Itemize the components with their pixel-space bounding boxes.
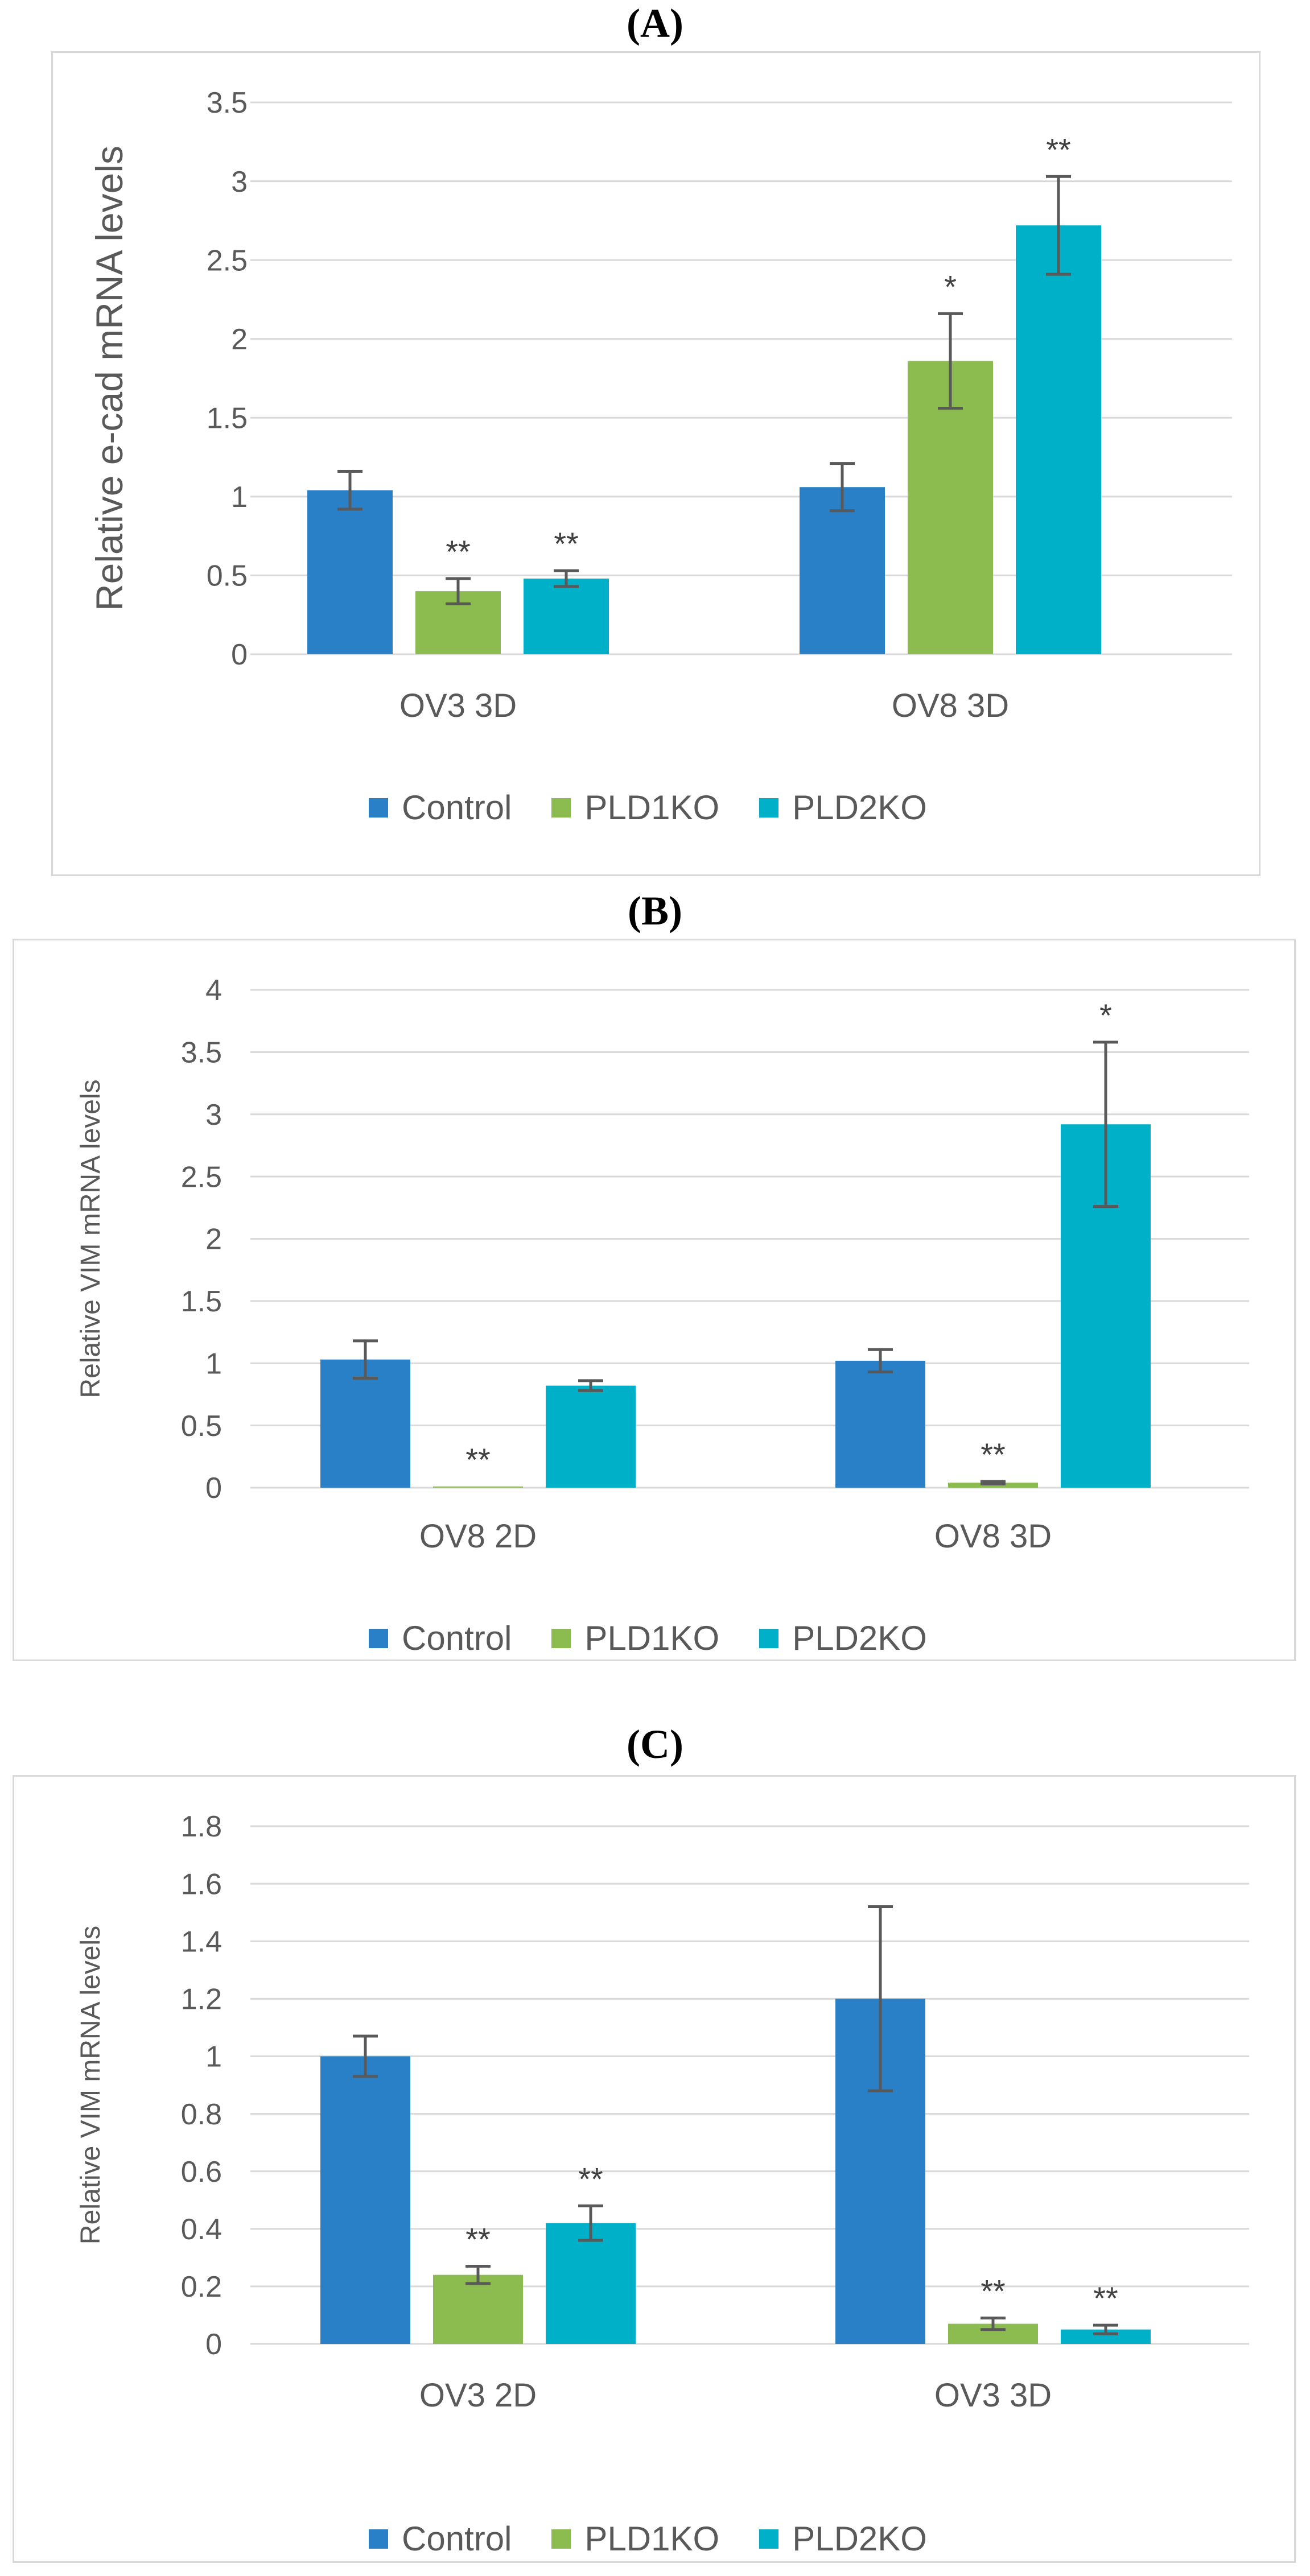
y-tick-label: 1 xyxy=(231,481,248,514)
y-tick-label: 1.5 xyxy=(181,1285,222,1318)
significance-marker: ** xyxy=(578,2161,603,2197)
y-tick-label: 3 xyxy=(231,166,248,199)
significance-marker: ** xyxy=(465,1442,491,1477)
y-tick-label: 2 xyxy=(231,323,248,356)
legend-swatch-control xyxy=(369,2529,388,2549)
y-tick-label: 1 xyxy=(205,2041,222,2074)
y-tick-label: 0.6 xyxy=(181,2156,222,2189)
legend-item-pld1ko: PLD1KO xyxy=(551,1619,719,1658)
bar-control xyxy=(307,490,393,654)
legend-b: Control PLD1KO PLD2KO xyxy=(369,1619,927,1658)
legend-item-pld2ko: PLD2KO xyxy=(759,2519,927,2558)
y-tick-label: 0 xyxy=(205,2328,222,2361)
y-tick-label: 0 xyxy=(205,1472,222,1505)
legend-item-pld1ko: PLD1KO xyxy=(551,2519,719,2558)
legend-label-control: Control xyxy=(402,789,512,827)
significance-marker: ** xyxy=(981,1436,1006,1472)
panel-title-c: (C) xyxy=(627,1722,683,1767)
legend-swatch-pld2ko xyxy=(759,1628,779,1648)
y-tick-label: 2.5 xyxy=(181,1161,222,1194)
y-tick-label: 3.5 xyxy=(207,86,248,119)
bar-pld2ko xyxy=(1016,225,1101,655)
y-axis-label: Relative VIM mRNA levels xyxy=(76,1926,106,2244)
chart-c-frame xyxy=(13,1775,1296,2563)
legend-swatch-pld1ko xyxy=(551,2529,571,2549)
y-tick-label: 4 xyxy=(205,974,222,1007)
legend-item-control: Control xyxy=(369,2519,512,2558)
y-tick-label: 1.2 xyxy=(181,1983,222,2016)
legend-label-pld2ko: PLD2KO xyxy=(792,1619,927,1657)
y-axis-label: Relative VIM mRNA levels xyxy=(76,1079,106,1398)
y-tick-label: 0 xyxy=(231,638,248,671)
legend-label-pld1ko: PLD1KO xyxy=(584,2520,720,2558)
x-category-label: OV3 3D xyxy=(399,687,517,724)
legend-swatch-control xyxy=(369,1628,388,1648)
x-category-label: OV8 3D xyxy=(934,1518,1052,1555)
x-category-label: OV3 2D xyxy=(419,2377,537,2414)
legend-label-pld1ko: PLD1KO xyxy=(584,789,720,827)
significance-marker: * xyxy=(1099,997,1112,1033)
legend-item-pld1ko: PLD1KO xyxy=(551,788,719,827)
y-tick-label: 1.4 xyxy=(181,1925,222,1958)
panel-title-a: (A) xyxy=(627,1,683,46)
bar-control xyxy=(320,1359,410,1488)
legend-c: Control PLD1KO PLD2KO xyxy=(369,2519,927,2558)
x-category-label: OV3 3D xyxy=(934,2377,1052,2414)
bar-control xyxy=(800,487,885,654)
y-tick-label: 1.8 xyxy=(181,1810,222,1843)
bar-pld1ko xyxy=(433,1486,523,1488)
y-tick-label: 0.5 xyxy=(207,560,248,593)
x-category-label: OV8 3D xyxy=(892,687,1009,724)
significance-marker: ** xyxy=(1093,2280,1118,2316)
y-tick-label: 1.5 xyxy=(207,402,248,435)
y-tick-label: 1 xyxy=(205,1347,222,1380)
legend-swatch-control xyxy=(369,798,388,818)
legend-swatch-pld2ko xyxy=(759,798,779,818)
legend-item-control: Control xyxy=(369,788,512,827)
legend-label-control: Control xyxy=(402,2520,512,2558)
significance-marker: ** xyxy=(1046,131,1071,167)
y-tick-label: 3 xyxy=(205,1099,222,1132)
legend-swatch-pld2ko xyxy=(759,2529,779,2549)
legend-label-pld2ko: PLD2KO xyxy=(792,789,927,827)
bar-control xyxy=(320,2056,410,2344)
bar-pld2ko xyxy=(546,1385,636,1488)
legend-item-pld2ko: PLD2KO xyxy=(759,1619,927,1658)
legend-swatch-pld1ko xyxy=(551,1628,571,1648)
y-tick-label: 0.2 xyxy=(181,2270,222,2303)
legend-label-pld2ko: PLD2KO xyxy=(792,2520,927,2558)
y-tick-label: 0.5 xyxy=(181,1410,222,1443)
y-tick-label: 3.5 xyxy=(181,1037,222,1070)
y-tick-label: 2.5 xyxy=(207,244,248,277)
significance-marker: ** xyxy=(554,526,579,562)
significance-marker: ** xyxy=(465,2222,491,2257)
legend-item-pld2ko: PLD2KO xyxy=(759,788,927,827)
bar-pld1ko xyxy=(908,361,993,654)
bar-control xyxy=(835,1360,925,1488)
y-tick-label: 2 xyxy=(205,1223,222,1256)
panel-title-b: (B) xyxy=(628,888,682,934)
bar-pld2ko xyxy=(524,578,609,654)
legend-a: Control PLD1KO PLD2KO xyxy=(369,788,927,827)
y-tick-label: 0.4 xyxy=(181,2213,222,2246)
legend-label-pld1ko: PLD1KO xyxy=(584,1619,720,1657)
significance-marker: ** xyxy=(446,534,471,569)
legend-swatch-pld1ko xyxy=(551,798,571,818)
bar-pld1ko xyxy=(433,2274,523,2344)
legend-label-control: Control xyxy=(402,1619,512,1657)
y-tick-label: 1.6 xyxy=(181,1868,222,1901)
x-category-label: OV8 2D xyxy=(419,1518,537,1555)
legend-item-control: Control xyxy=(369,1619,512,1658)
bar-pld2ko xyxy=(546,2223,636,2344)
y-tick-label: 0.8 xyxy=(181,2098,222,2131)
significance-marker: ** xyxy=(981,2273,1006,2309)
significance-marker: * xyxy=(944,269,957,304)
y-axis-label: Relative e-cad mRNA levels xyxy=(88,146,130,611)
